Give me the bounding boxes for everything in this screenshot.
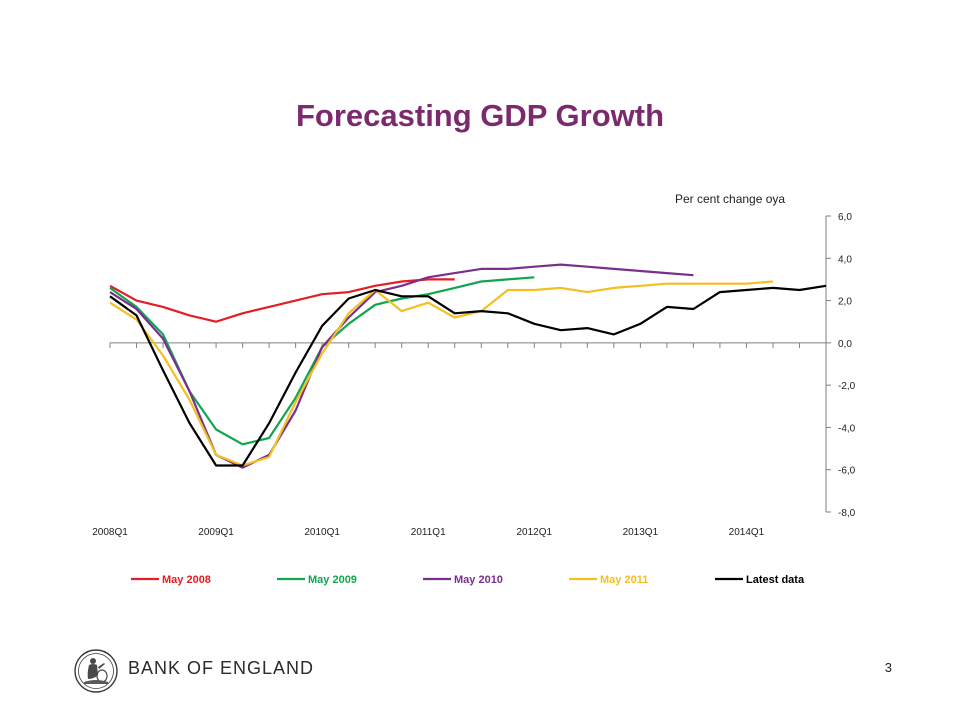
chart-legend: May 2008 May 2009 May 2010 May 2011 Latest d…	[131, 574, 805, 586]
page-number: 3	[884, 660, 892, 675]
y-tick-label: -2,0	[838, 381, 856, 392]
x-tick-label: 2009Q1	[198, 527, 234, 538]
legend-label: May 2011	[600, 574, 648, 586]
britannia-seal-icon	[74, 649, 118, 693]
y-tick-label: 6,0	[838, 212, 852, 223]
slide-title: Forecasting GDP Growth	[295, 98, 665, 133]
y-tick-label: -6,0	[838, 466, 856, 477]
x-tick-label: 2013Q1	[623, 527, 659, 538]
x-tick-label: 2010Q1	[304, 527, 340, 538]
unit-label: Per cent change oya	[675, 192, 785, 206]
legend-label: Latest data	[746, 574, 805, 586]
y-tick-label: -8,0	[838, 508, 856, 519]
legend-label: May 2010	[454, 574, 503, 586]
legend-label: May 2008	[162, 574, 211, 586]
series-line	[109, 278, 455, 323]
y-tick-label: 0,0	[838, 339, 852, 350]
x-tick-label: 2012Q1	[516, 527, 552, 538]
series-line	[109, 280, 774, 467]
y-tick-label: 2,0	[838, 297, 852, 308]
x-tick-label: 2014Q1	[729, 527, 765, 538]
series-line	[109, 284, 827, 467]
chart-series	[109, 263, 827, 469]
series-may-2008	[109, 278, 455, 323]
y-tick-label: 4,0	[838, 254, 852, 265]
series-line	[109, 263, 694, 469]
x-tick-label: 2011Q1	[411, 527, 446, 538]
org-name: BANK OF ENGLAND	[128, 658, 315, 678]
chart-axes: Per cent change oya 6,0 4,0 2,0 0,0 -2,0 -4,0 -…	[92, 192, 855, 538]
x-tick-label: 2008Q1	[92, 527, 128, 538]
legend-label: May 2009	[308, 574, 357, 586]
series-latest-data	[109, 284, 827, 467]
y-tick-label: -4,0	[838, 423, 856, 434]
